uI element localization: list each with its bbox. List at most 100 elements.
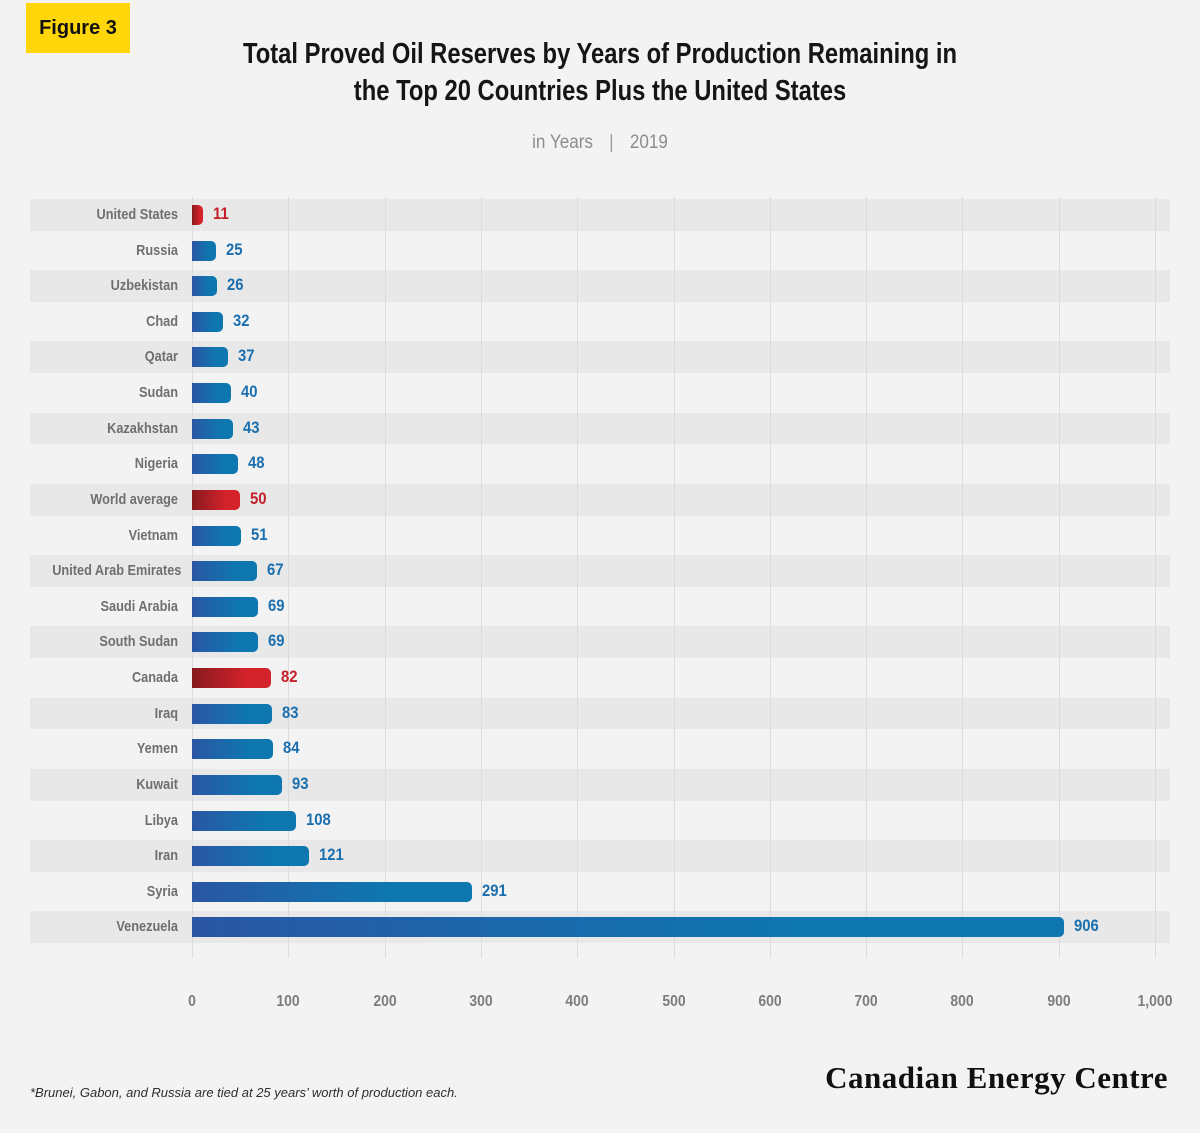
value-label: 69 [268, 596, 285, 615]
subtitle-separator: | [609, 132, 614, 153]
bar-sudan [192, 383, 231, 404]
chart-row-canada: Canada 82 [30, 660, 1170, 696]
category-label: Libya [144, 811, 178, 829]
category-label: Russia [136, 241, 178, 259]
chart-row-yemen: Yemen 84 [30, 731, 1170, 767]
value-label: 93 [291, 774, 309, 793]
bar-canada [192, 668, 271, 689]
bar-libya [192, 810, 296, 831]
category-label: Qatar [144, 348, 178, 366]
chart-row-libya: Libya 108 [30, 803, 1170, 839]
x-axis-tick: 0 [188, 993, 196, 1010]
x-axis-tick: 500 [661, 993, 686, 1010]
value-label: 83 [281, 703, 299, 722]
bar-chart: United States 11 Russia 25 Uzbekistan 26 Chad 3… [30, 197, 1170, 958]
chart-row-south-sudan: South Sudan 69 [30, 624, 1170, 660]
subtitle-year: 2019 [629, 132, 668, 153]
branding-wordmark: Canadian Energy Centre [825, 1060, 1168, 1095]
x-axis-tick: 300 [469, 993, 493, 1010]
value-label: 40 [240, 383, 258, 402]
bar-yemen [192, 739, 273, 760]
row-stripe [30, 270, 1170, 302]
chart-title: Total Proved Oil Reserves by Years of Pr… [108, 36, 1092, 110]
value-label: 26 [227, 276, 244, 295]
gridline [288, 197, 290, 958]
value-label: 82 [280, 668, 298, 687]
chart-row-vietnam: Vietnam 51 [30, 518, 1170, 554]
category-label: Iraq [154, 704, 178, 722]
bar-world-average [192, 489, 241, 510]
category-label: Canada [131, 669, 178, 687]
category-label: South Sudan [99, 633, 178, 651]
chart-row-qatar: Qatar 37 [30, 339, 1170, 375]
x-axis-tick: 200 [372, 993, 397, 1010]
value-label: 67 [266, 561, 284, 580]
chart-row-saudi-arabia: Saudi Arabia 69 [30, 589, 1170, 625]
x-axis-tick: 600 [758, 993, 782, 1010]
value-label: 11 [212, 205, 229, 223]
bar-kazakhstan [192, 418, 234, 439]
value-label: 48 [248, 454, 265, 473]
x-axis-tick: 800 [950, 993, 975, 1010]
chart-row-sudan: Sudan 40 [30, 375, 1170, 411]
bar-iran [192, 846, 309, 867]
value-label: 291 [482, 881, 507, 900]
value-label: 51 [251, 525, 268, 544]
figure-badge: Figure 3 [26, 3, 130, 53]
chart-title-line1: Total Proved Oil Reserves by Years of Pr… [242, 38, 958, 70]
category-label: Saudi Arabia [100, 597, 178, 615]
gridline [480, 197, 482, 958]
category-label: Nigeria [134, 455, 178, 473]
chart-row-russia: Russia 25 [30, 233, 1170, 269]
value-label: 69 [268, 632, 285, 651]
bar-venezuela [192, 917, 1065, 938]
chart-row-nigeria: Nigeria 48 [30, 446, 1170, 482]
category-label: Kazakhstan [107, 419, 178, 437]
chart-row-chad: Chad 32 [30, 304, 1170, 340]
value-label: 906 [1074, 917, 1100, 936]
chart-row-uzbekistan: Uzbekistan 26 [30, 268, 1170, 304]
chart-row-united-arab-emirates: United Arab Emirates 67 [30, 553, 1170, 589]
value-label: 43 [243, 418, 260, 437]
footnote: *Brunei, Gabon, and Russia are tied at 2… [30, 1085, 458, 1100]
x-axis-tick: 1,000 [1137, 993, 1173, 1010]
bar-united-arab-emirates [192, 561, 257, 582]
bar-saudi-arabia [192, 596, 259, 617]
category-label: Yemen [136, 740, 178, 758]
category-label: Iran [154, 847, 178, 865]
chart-title-line2: the Top 20 Countries Plus the United Sta… [353, 75, 847, 107]
x-axis-tick: 400 [565, 993, 589, 1010]
x-axis: 0 100 200 300 400 500 600 700 800 900 1,000 [30, 993, 1173, 1019]
chart-row-syria: Syria 291 [30, 874, 1170, 910]
bar-chad [192, 311, 223, 332]
bar-south-sudan [192, 632, 259, 653]
bar-qatar [192, 347, 228, 368]
bar-syria [192, 881, 473, 902]
category-label: United States [96, 206, 178, 223]
bar-uzbekistan [192, 276, 218, 297]
value-label: 84 [282, 739, 300, 758]
value-label: 25 [226, 240, 243, 259]
value-label: 121 [318, 846, 344, 865]
value-label: 32 [232, 311, 250, 330]
bar-iraq [192, 703, 272, 724]
bar-kuwait [192, 774, 282, 795]
chart-subtitle: in Years | 2019 [60, 132, 1140, 154]
category-label: World average [90, 490, 178, 508]
gridline [577, 197, 579, 958]
chart-row-united-states: United States 11 [30, 197, 1170, 233]
row-stripe [30, 199, 1170, 231]
chart-row-kuwait: Kuwait 93 [30, 767, 1170, 803]
value-label: 108 [306, 810, 331, 829]
x-axis-tick: 700 [854, 993, 878, 1010]
gridline [866, 197, 868, 958]
value-label: 37 [237, 347, 255, 366]
x-axis-tick: 900 [1047, 993, 1071, 1010]
bar-vietnam [192, 525, 242, 546]
gridline [384, 197, 386, 958]
gridline [962, 197, 964, 958]
category-label: United Arab Emirates [52, 562, 182, 580]
category-label: Kuwait [136, 775, 178, 793]
chart-row-kazakhstan: Kazakhstan 43 [30, 411, 1170, 447]
gridline [673, 197, 675, 958]
